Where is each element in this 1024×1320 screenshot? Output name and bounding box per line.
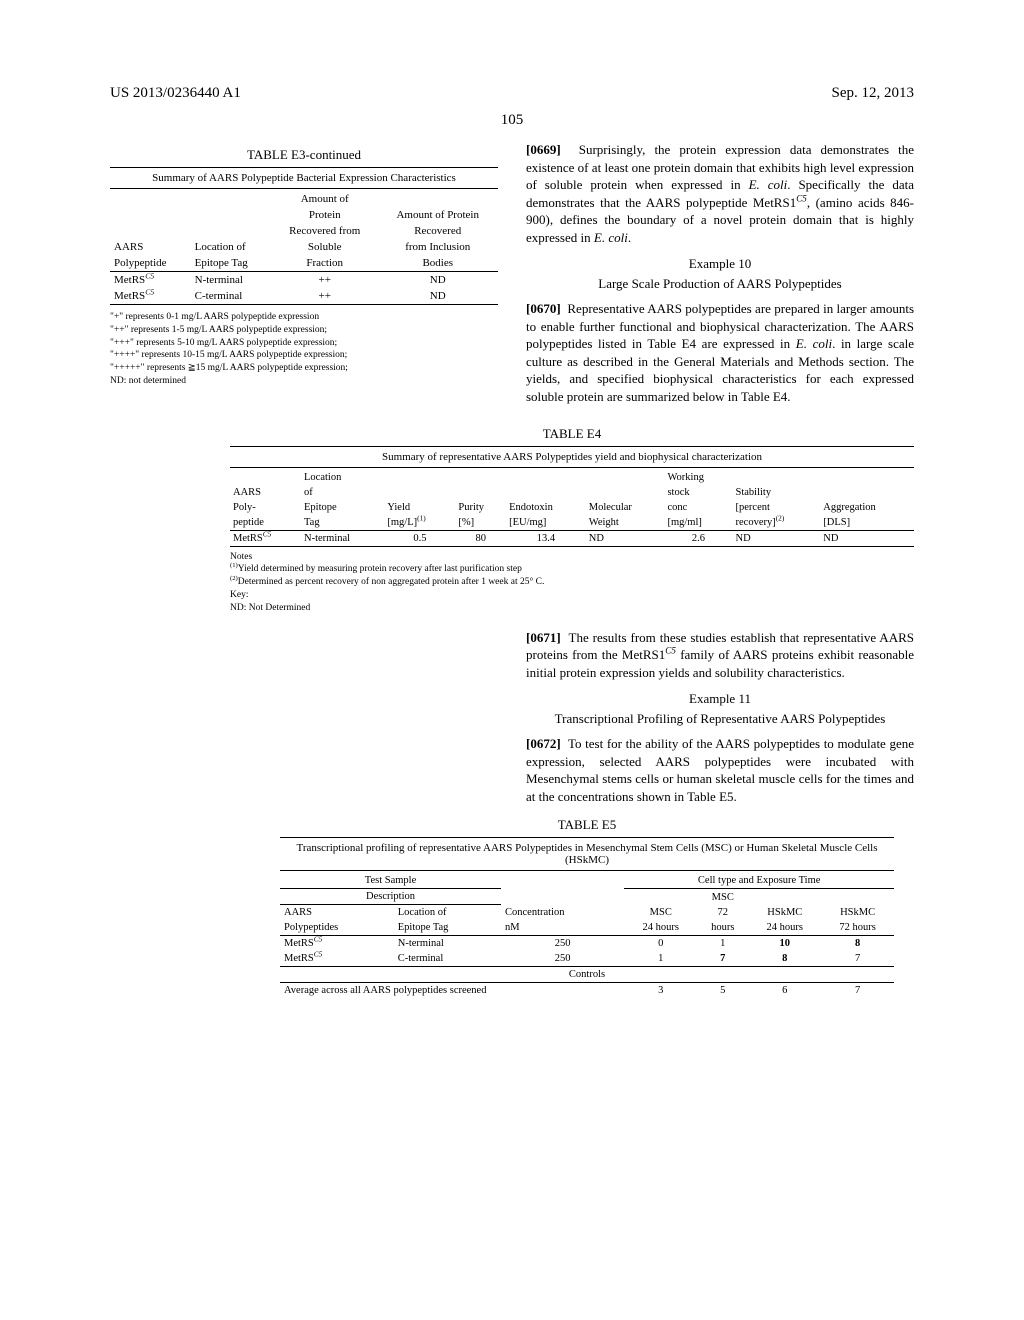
table-e3-caption: Summary of AARS Polypeptide Bacterial Ex… (110, 167, 498, 189)
right-column: [0669] Surprisingly, the protein express… (526, 141, 914, 414)
doc-date: Sep. 12, 2013 (832, 85, 915, 102)
paragraph-0672: [0672] To test for the ability of the AA… (526, 735, 914, 805)
table-e3: Amount of Protein Amount of Protein Reco… (110, 191, 498, 305)
table-e3-title: TABLE E3-continued (110, 147, 498, 163)
table-row: MetRSC5 N-terminal 0.5 80 13.4 ND 2.6 ND… (230, 530, 914, 546)
page-header: US 2013/0236440 A1 Sep. 12, 2013 (110, 85, 914, 102)
page-number: 105 (110, 112, 914, 129)
table-row: MetRSC5 N-terminal 250 0 1 10 8 (280, 936, 894, 952)
table-e5-caption: Transcriptional profiling of representat… (280, 837, 894, 871)
example-11-title: Example 11 (526, 691, 914, 707)
paragraph-0670: [0670] Representative AARS polypeptides … (526, 300, 914, 405)
upper-columns: TABLE E3-continued Summary of AARS Polyp… (110, 141, 914, 414)
table-row: MetRSC5 N-terminal ++ ND (110, 272, 498, 289)
table-e4-caption: Summary of representative AARS Polypepti… (230, 446, 914, 468)
table-e5-title: TABLE E5 (280, 817, 894, 833)
table-e5-section: TABLE E5 Transcriptional profiling of re… (110, 817, 914, 998)
table-e4-notes: Notes (1)Yield determined by measuring p… (230, 551, 914, 615)
table-e3-footnotes: "+" represents 0-1 mg/L AARS polypeptide… (110, 311, 498, 388)
example-10-title: Example 10 (526, 256, 914, 272)
table-e4-title: TABLE E4 (230, 426, 914, 442)
paragraph-0671: [0671] The results from these studies es… (526, 629, 914, 682)
table-row: MetRSC5 C-terminal 250 1 7 8 7 (280, 951, 894, 967)
table-e4-section: TABLE E4 Summary of representative AARS … (110, 426, 914, 615)
paragraph-0669: [0669] Surprisingly, the protein express… (526, 141, 914, 246)
left-column: TABLE E3-continued Summary of AARS Polyp… (110, 141, 498, 414)
example-11-subtitle: Transcriptional Profiling of Representat… (526, 711, 914, 727)
controls-row: Controls (280, 967, 894, 983)
doc-id: US 2013/0236440 A1 (110, 85, 241, 102)
lower-right-column: [0671] The results from these studies es… (512, 629, 914, 806)
table-row: MetRSC5 C-terminal ++ ND (110, 288, 498, 305)
example-10-subtitle: Large Scale Production of AARS Polypepti… (526, 276, 914, 292)
average-row: Average across all AARS polypeptides scr… (280, 983, 894, 999)
table-e4: Location Working AARS of stock Stability… (230, 470, 914, 547)
table-e5: Test Sample Cell type and Exposure Time … (280, 873, 894, 998)
